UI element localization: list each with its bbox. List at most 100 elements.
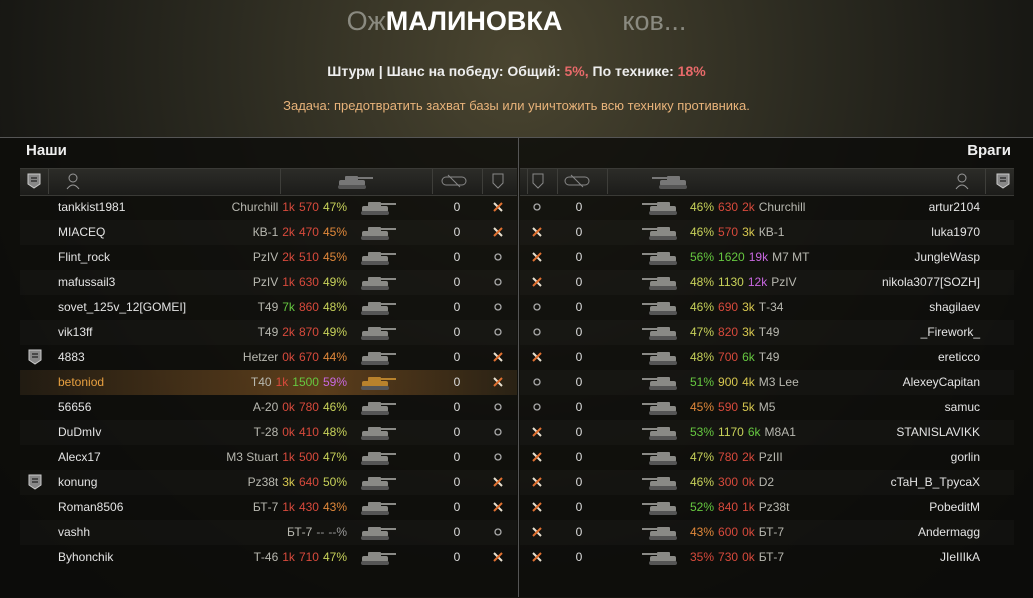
tank-icon	[642, 452, 677, 465]
vehicle-stats: БТ-7 -- --%	[140, 520, 347, 545]
status-icon	[494, 428, 502, 436]
player-name: JIeIIIkA	[939, 550, 980, 564]
team-title: Враги	[967, 142, 1011, 159]
player-name: Byhonchik	[58, 550, 114, 564]
stat: 0k	[742, 550, 755, 564]
player-name: ereticco	[937, 350, 980, 364]
status-icon	[494, 278, 502, 286]
tank-icon	[642, 302, 677, 315]
frags: 0	[575, 225, 583, 239]
vehicle-stats: 46% 690 3k Т-34	[686, 295, 846, 320]
vehicle-stats: 46% 300 0k D2	[686, 470, 846, 495]
status-icon	[532, 452, 542, 462]
vehicle-stats: 47% 820 3k T49	[686, 320, 846, 345]
stat: 47%	[690, 450, 715, 464]
status-icon	[533, 403, 541, 411]
stat: 48%	[690, 350, 715, 364]
status-icon	[532, 427, 542, 437]
stat: 0k	[282, 400, 295, 414]
tank-icon	[642, 327, 677, 340]
stat: --%	[328, 525, 347, 539]
status-icon	[494, 403, 502, 411]
status-icon	[493, 552, 503, 562]
tank-icon	[361, 477, 396, 490]
vehicle-stats: 47% 780 2k PzIII	[686, 445, 846, 470]
stat: 2k	[742, 200, 755, 214]
tank-name: БТ-7	[252, 500, 279, 514]
stat: 6k	[742, 350, 755, 364]
status-icon	[494, 528, 502, 536]
player-name: cTaH_B_TpycaX	[890, 475, 980, 489]
stat: 570	[718, 225, 739, 239]
column-separator	[280, 169, 281, 194]
status-icon	[532, 352, 542, 362]
tank-name: M7 MT	[772, 250, 810, 264]
stat: 3k	[742, 300, 755, 314]
tank-icon	[642, 377, 677, 390]
status-icon	[533, 328, 541, 336]
player-name: 56656	[58, 400, 92, 414]
tank-name: КВ-1	[252, 225, 279, 239]
tank-name: PzIV	[252, 275, 279, 289]
vehicle-stats: 53% 1170 6k M8A1	[686, 420, 846, 445]
tank-icon	[642, 477, 677, 490]
tank-icon	[642, 277, 677, 290]
column-separator	[527, 169, 528, 194]
frags: 0	[575, 350, 583, 364]
vehicle-stats: Т-46 1k 710 47%	[140, 545, 347, 570]
stat: 780	[298, 400, 319, 414]
stat: 53%	[690, 425, 715, 439]
tank-name: T49	[758, 350, 780, 364]
column-separator	[482, 169, 483, 194]
stat: 49%	[322, 325, 347, 339]
stat: 870	[298, 325, 319, 339]
tank-name: PzIV	[771, 275, 797, 289]
tank-icon	[642, 552, 677, 565]
tank-name: Т-34	[758, 300, 784, 314]
vehicle-stats: T49 2k 870 49%	[140, 320, 347, 345]
loading-text: Ож	[346, 6, 386, 36]
column-header	[520, 168, 1014, 196]
status-icon	[532, 252, 542, 262]
player-name: AlexeyCapitan	[902, 375, 980, 389]
frags: 0	[453, 525, 461, 539]
stat: 630	[718, 200, 739, 214]
loading-text: ков...	[622, 6, 687, 36]
header-icon	[955, 173, 969, 190]
stat: 1k	[742, 500, 755, 514]
stat: 500	[298, 450, 319, 464]
map-name: МАЛИНОВКА	[385, 6, 563, 36]
stat: 1620	[718, 250, 745, 264]
stat: 570	[298, 200, 319, 214]
stat: 1170	[718, 425, 744, 439]
status-icon	[493, 352, 503, 362]
player-name: gorlin	[950, 450, 980, 464]
tank-icon	[361, 552, 396, 565]
stat: 600	[718, 525, 739, 539]
stat: 0k	[742, 525, 755, 539]
stat: 2k	[742, 450, 755, 464]
column-separator	[48, 169, 49, 194]
stat: 3k	[742, 225, 755, 239]
status-icon	[493, 477, 503, 487]
tank-icon	[361, 227, 396, 240]
stat: 1k	[275, 375, 289, 389]
vehicle-stats: 56% 1620 19k M7 MT	[686, 245, 846, 270]
player-name: STANISLAVIKK	[896, 425, 980, 439]
stat: 0k	[282, 425, 295, 439]
frags: 0	[575, 475, 583, 489]
tank-name: Churchill	[758, 200, 806, 214]
vehicle-stats: Pz38t 3k 640 50%	[140, 470, 347, 495]
stat: 46%	[690, 200, 715, 214]
stat: 48%	[322, 425, 347, 439]
header-icon	[996, 173, 1010, 189]
tank-icon	[361, 377, 396, 390]
vehicle-stats: T40 1k 1500 59%	[140, 370, 347, 395]
vehicle-stats: T49 7k 860 48%	[140, 295, 347, 320]
frags: 0	[453, 425, 461, 439]
tank-name: D2	[758, 475, 775, 489]
tank-icon	[361, 352, 396, 365]
stat: 43%	[322, 500, 347, 514]
stat: 3k	[742, 325, 755, 339]
tank-name: Pz38t	[247, 475, 279, 489]
